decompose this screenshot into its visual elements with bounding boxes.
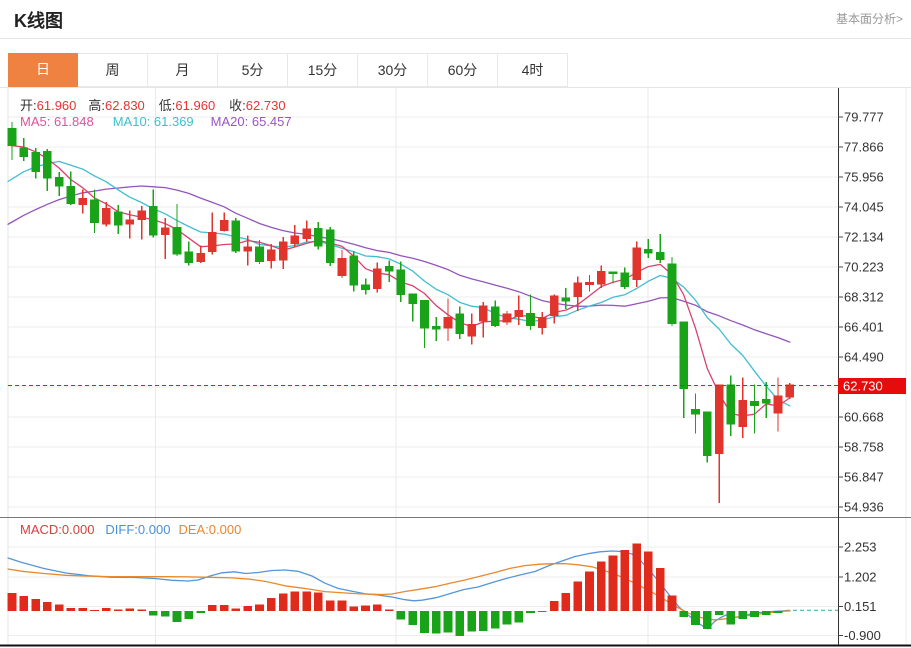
svg-text:-0.900: -0.900: [844, 628, 881, 643]
svg-text:54.936: 54.936: [844, 500, 884, 515]
svg-text:2.253: 2.253: [844, 540, 877, 555]
svg-text:56.847: 56.847: [844, 470, 884, 485]
svg-text:75.956: 75.956: [844, 170, 884, 185]
svg-text:1.202: 1.202: [844, 569, 877, 584]
svg-text:74.045: 74.045: [844, 200, 884, 215]
svg-text:79.777: 79.777: [844, 110, 884, 125]
svg-text:68.312: 68.312: [844, 290, 884, 305]
svg-text:77.866: 77.866: [844, 140, 884, 155]
svg-text:0.151: 0.151: [844, 599, 877, 614]
svg-text:72.134: 72.134: [844, 230, 884, 245]
svg-text:70.223: 70.223: [844, 260, 884, 275]
svg-text:58.758: 58.758: [844, 440, 884, 455]
svg-text:62.730: 62.730: [843, 378, 883, 393]
svg-text:66.401: 66.401: [844, 320, 884, 335]
svg-text:60.668: 60.668: [844, 410, 884, 425]
svg-text:64.490: 64.490: [844, 350, 884, 365]
